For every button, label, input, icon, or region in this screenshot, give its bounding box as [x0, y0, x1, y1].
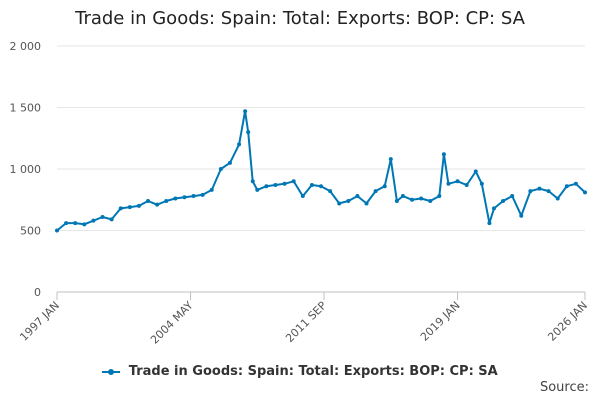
data-point: [501, 198, 506, 203]
x-tick-label: 2011 SEP: [283, 299, 329, 345]
data-point: [519, 213, 524, 218]
data-point: [583, 190, 587, 195]
x-tick-label: 2019 JAN: [418, 299, 463, 344]
series-layer: [55, 109, 587, 233]
data-point: [273, 182, 278, 187]
data-point: [246, 130, 251, 135]
data-point: [146, 198, 151, 203]
y-tick-label: 1 000: [10, 163, 42, 176]
data-point: [73, 221, 78, 226]
data-point: [419, 196, 424, 201]
data-point: [291, 179, 296, 184]
y-axis-ticks: 0 500 1 000 1 500 2 000: [10, 40, 42, 299]
data-point: [479, 181, 484, 186]
y-tick-label: 0: [34, 286, 41, 299]
data-point: [64, 221, 69, 226]
data-point: [437, 194, 442, 199]
x-axis: 1997 JAN 2004 MAY 2011 SEP 2019 JAN 2026 JAN: [17, 291, 590, 347]
data-point: [200, 192, 205, 197]
data-point: [564, 184, 569, 189]
data-point: [209, 187, 214, 192]
x-tick-label: 2004 MAY: [148, 299, 196, 347]
data-point: [237, 142, 242, 147]
data-point: [173, 196, 178, 201]
data-point: [441, 152, 446, 157]
data-point: [191, 194, 196, 199]
legend-line-icon: [102, 367, 121, 377]
data-point: [491, 206, 496, 211]
data-point: [337, 201, 342, 206]
data-point: [537, 186, 542, 191]
data-point: [410, 197, 415, 202]
data-point: [255, 187, 260, 192]
x-tick-label: 1997 JAN: [17, 299, 62, 344]
data-point: [264, 184, 269, 189]
data-point: [355, 194, 360, 199]
data-point: [218, 167, 223, 171]
data-point: [319, 184, 323, 189]
source-label: Source:: [539, 380, 589, 395]
data-point: [428, 198, 433, 203]
data-point: [464, 182, 469, 187]
gridlines: [57, 45, 585, 231]
data-point: [510, 194, 515, 199]
data-point: [164, 198, 169, 203]
data-point: [182, 195, 187, 200]
chart-title: Trade in Goods: Spain: Total: Exports: B…: [75, 8, 525, 29]
data-point: [282, 181, 287, 186]
data-point: [91, 218, 96, 223]
data-point: [82, 222, 87, 227]
data-point: [388, 157, 393, 162]
data-point: [546, 189, 551, 194]
x-tick-label: 2026 JAN: [545, 299, 590, 344]
data-point: [573, 181, 578, 186]
data-point: [300, 194, 305, 199]
data-point: [136, 203, 141, 208]
data-point: [250, 179, 255, 184]
y-tick-label: 2 000: [10, 40, 42, 53]
y-tick-label: 500: [20, 225, 41, 238]
data-point: [555, 196, 560, 201]
data-point: [446, 181, 451, 186]
data-point: [328, 189, 333, 194]
data-point: [155, 202, 160, 207]
series-line: [56, 110, 586, 232]
data-point: [455, 179, 460, 184]
legend-label: Trade in Goods: Spain: Total: Exports: B…: [128, 364, 498, 379]
data-point: [309, 182, 314, 187]
data-point: [100, 214, 105, 219]
data-point: [487, 221, 492, 226]
data-point: [109, 217, 114, 222]
data-point: [346, 198, 351, 203]
data-point: [400, 194, 405, 199]
data-point: [127, 205, 132, 210]
data-point: [364, 201, 369, 206]
data-point: [55, 228, 59, 233]
legend[interactable]: Trade in Goods: Spain: Total: Exports: B…: [0, 364, 600, 379]
data-point: [118, 206, 123, 211]
data-point: [243, 109, 248, 114]
data-point: [227, 160, 232, 165]
data-point: [528, 189, 533, 194]
y-tick-label: 1 500: [10, 102, 42, 115]
data-point: [382, 184, 387, 189]
data-point: [373, 189, 378, 194]
data-point: [473, 169, 478, 174]
data-point: [394, 198, 399, 203]
